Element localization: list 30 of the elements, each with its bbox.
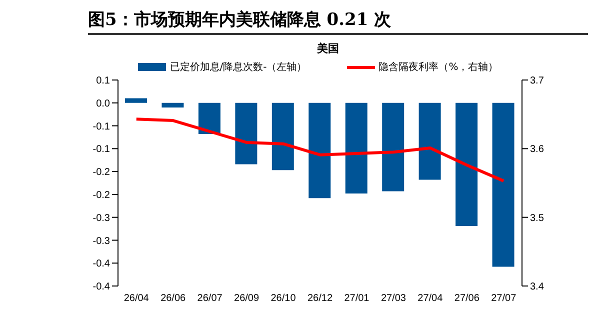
y2-tick-label: 3.5 xyxy=(530,212,544,224)
x-tick-label: 26/07 xyxy=(197,293,223,304)
y-tick-label: -0.1 xyxy=(92,144,110,156)
x-tick-label: 27/03 xyxy=(380,293,406,304)
y-tick-label: 0.0 xyxy=(96,98,110,110)
chart-title: 图5：市场预期年内美联储降息 0.21 次 xyxy=(88,8,588,35)
y-tick-label: 0.1 xyxy=(96,76,110,87)
y-tick-label: -0.4 xyxy=(92,258,110,270)
chart-subtitle: 美国 xyxy=(316,41,340,56)
x-tick-label: 26/09 xyxy=(234,293,260,304)
legend-label: 隐含隔夜利率（%，右轴） xyxy=(378,60,498,74)
x-tick-label: 27/07 xyxy=(491,293,517,304)
y2-tick-label: 3.6 xyxy=(530,144,544,156)
line-series xyxy=(134,118,506,182)
x-tick-label: 27/01 xyxy=(344,293,370,304)
x-tick-label: 27/06 xyxy=(454,293,480,304)
y2-tick-label: 3.7 xyxy=(530,76,544,87)
y-tick-label: -0.3 xyxy=(92,236,110,247)
y-tick-label: -0.2 xyxy=(92,190,110,201)
y-tick-label: -0.2 xyxy=(92,167,110,178)
x-tick-label: 26/06 xyxy=(160,293,186,304)
y-tick-label: -0.3 xyxy=(92,212,110,224)
x-tick-label: 26/10 xyxy=(270,293,296,304)
legend-label: 已定价加息/降息次数-（左轴） xyxy=(170,60,307,74)
y2-tick-label: 3.4 xyxy=(530,282,544,293)
y-tick-label: -0.1 xyxy=(92,121,110,132)
y-tick-label: -0.4 xyxy=(92,282,110,293)
x-tick-label: 27/04 xyxy=(418,293,444,304)
x-tick-label: 26/12 xyxy=(307,293,333,304)
x-tick-label: 26/04 xyxy=(124,293,150,304)
